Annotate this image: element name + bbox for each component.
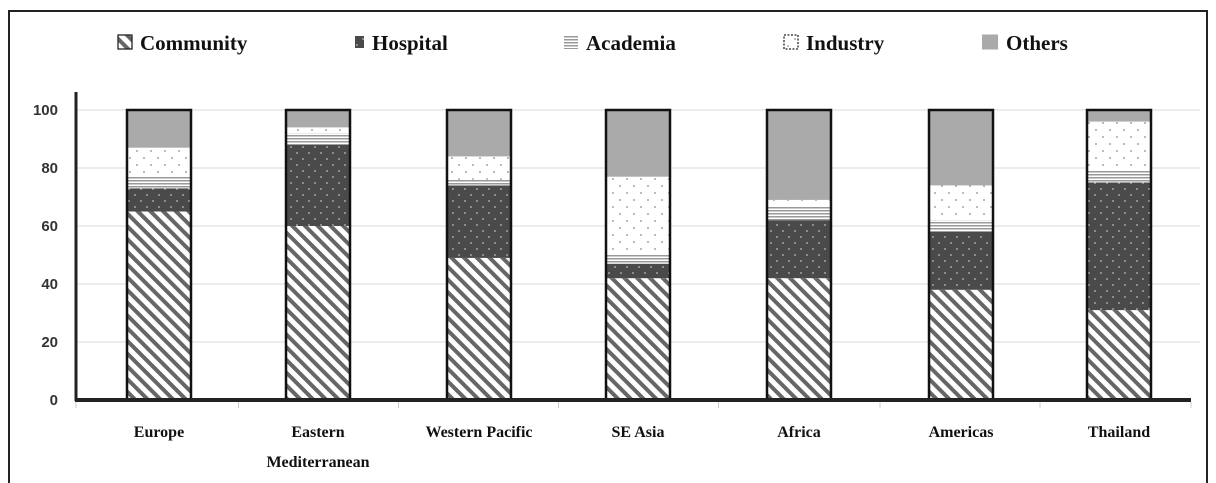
x-label-line: Europe [134,424,184,441]
x-label-line: Americas [929,424,994,441]
segment-americas-community [929,289,993,400]
segment-americas-hospital [929,231,993,290]
segment-americas-others [929,110,993,186]
bars [125,108,1153,402]
segment-se-asia-others [606,110,670,177]
legend-item-industry: Industry [783,31,885,55]
segment-thailand-hospital [1087,182,1151,311]
segment-western-pacific-community [447,257,511,400]
segment-western-pacific-others [447,110,511,157]
legend-swatch-others [982,34,998,50]
segment-thailand-academia [1087,170,1151,183]
segment-africa-others [767,110,831,200]
x-label-western-pacific: Western Pacific [425,424,532,441]
segment-europe-hospital [127,188,191,212]
x-label-thailand: Thailand [1088,424,1150,441]
segment-thailand-industry [1087,121,1151,171]
segment-africa-industry [767,199,831,206]
bar-europe [125,108,193,402]
legend-swatch-academia [564,35,578,49]
y-ticks: 0 20 40 60 80 100 [33,102,58,409]
legend-item-hospital: Hospital [355,31,448,55]
legend-label-others: Others [1006,31,1068,55]
x-label-americas: Americas [929,424,994,441]
segment-western-pacific-industry [447,156,511,180]
bar-western-pacific [445,108,513,402]
legend-label-hospital: Hospital [372,31,448,55]
segment-se-asia-industry [606,176,670,255]
legend-label-industry: Industry [806,31,885,55]
x-label-line: Thailand [1088,424,1150,441]
x-categories: Europe Eastern Mediterranean Western Pacifi… [134,424,1150,471]
legend: Community Hospital Academia Industry Others [117,31,1068,55]
y-tick-label-60: 60 [41,218,58,235]
x-label-eastern-mediterranean: Eastern Mediterranean [266,424,369,471]
segment-africa-community [767,278,831,400]
x-label-line: Mediterranean [266,454,369,471]
x-label-line: SE Asia [612,424,665,441]
legend-label-community: Community [140,31,248,55]
segment-africa-academia [767,205,831,221]
segment-se-asia-hospital [606,263,670,279]
legend-label-academia: Academia [586,31,676,55]
x-label-africa: Africa [777,424,821,441]
y-tick-label-40: 40 [41,276,58,293]
segment-eastern-mediterranean-others [286,110,350,128]
legend-item-community: Community [117,31,248,55]
segment-europe-others [127,110,191,148]
legend-swatch-industry [783,34,799,50]
bar-eastern-mediterranean [284,108,352,402]
segment-americas-industry [929,185,993,221]
segment-eastern-mediterranean-industry [286,127,350,134]
segment-thailand-others [1087,110,1151,122]
legend-swatch-community [117,34,133,50]
segment-western-pacific-academia [447,179,511,186]
y-tick-label-80: 80 [41,160,58,177]
segment-se-asia-academia [606,255,670,264]
y-tick-label-100: 100 [33,102,58,119]
segment-europe-industry [127,147,191,177]
segment-thailand-community [1087,310,1151,400]
segment-eastern-mediterranean-community [286,226,350,400]
x-label-line: Western Pacific [425,424,532,441]
segment-europe-community [127,211,191,400]
y-tick-label-20: 20 [41,334,58,351]
bar-africa [765,108,833,402]
bar-se-asia [604,108,672,402]
x-label-se-asia: SE Asia [612,424,665,441]
segment-americas-academia [929,220,993,232]
bar-americas [927,108,995,402]
legend-swatch-hospital [355,36,364,48]
legend-item-academia: Academia [564,31,676,55]
x-label-line: Africa [777,424,821,441]
axes [74,92,1192,408]
x-label-europe: Europe [134,424,184,441]
y-tick-label-0: 0 [50,392,58,409]
segment-europe-academia [127,176,191,189]
segment-eastern-mediterranean-hospital [286,144,350,226]
segment-western-pacific-hospital [447,185,511,258]
segment-africa-hospital [767,220,831,279]
segment-se-asia-community [606,278,670,400]
legend-item-others: Others [982,31,1068,55]
bar-thailand [1085,108,1153,402]
segment-eastern-mediterranean-academia [286,133,350,145]
x-label-line: Eastern [291,424,344,441]
